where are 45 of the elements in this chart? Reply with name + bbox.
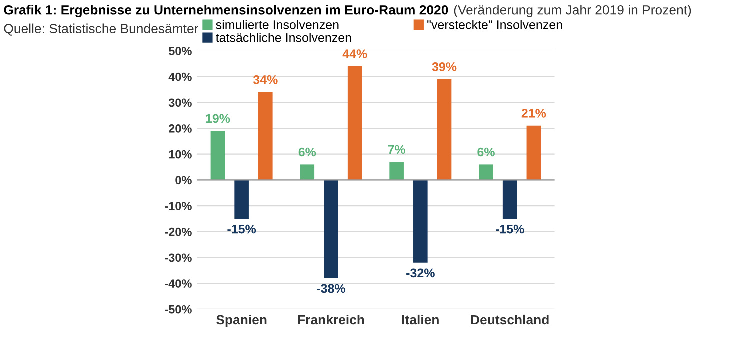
bar (526, 126, 542, 180)
y-tick-label: -50% (165, 305, 192, 314)
y-tick-label: 40% (168, 72, 192, 82)
data-label: 7% (388, 145, 406, 154)
legend-label: simulierte Insolvenzen (216, 20, 339, 30)
bar (502, 180, 518, 219)
data-label: 21% (522, 109, 546, 118)
legend-label: "versteckte" Insolvenzen (428, 20, 562, 30)
bar (414, 180, 428, 263)
y-tick-label: -10% (165, 202, 192, 210)
data-label: 6% (298, 148, 316, 157)
source-note: Quelle: Statistische Bundesämter (4, 24, 199, 36)
data-label: 19% (206, 114, 230, 124)
bar (258, 92, 273, 180)
bar (300, 164, 315, 180)
data-label: 34% (253, 75, 278, 84)
x-tick-label: Deutschland (471, 314, 549, 325)
bar (324, 180, 338, 278)
bar (437, 79, 452, 180)
x-tick-label: Italien (402, 314, 439, 325)
data-label: -15% (496, 224, 524, 234)
data-label: -15% (228, 224, 256, 234)
y-tick-label: 50% (168, 47, 192, 56)
chart-title: Grafik 1: Ergebnisse zu Unternehmensinsolvenzen im Euro-Raum 2020 (4, 5, 448, 18)
chart-subtitle: (Veränderung zum Jahr 2019 in Prozent) (454, 5, 692, 18)
x-tick-label: Spanien (216, 314, 267, 328)
data-label: 44% (342, 50, 368, 58)
bar (479, 164, 494, 180)
data-label: -32% (406, 268, 435, 278)
data-label: 6% (478, 148, 495, 157)
y-tick-label: 30% (168, 98, 192, 108)
data-label: -38% (317, 284, 346, 294)
bar (390, 162, 404, 180)
y-tick-label: -30% (165, 254, 192, 262)
bar (234, 180, 249, 219)
bar (210, 131, 226, 180)
legend-label: tatsächliche Insolvenzen (216, 33, 352, 42)
y-tick-label: 20% (169, 124, 192, 133)
y-tick-label: -20% (165, 228, 192, 236)
x-tick-label: Frankreich (298, 314, 364, 325)
bar (348, 66, 362, 180)
y-tick-label: -40% (165, 280, 192, 288)
y-tick-label: 0% (176, 176, 192, 185)
data-label: 39% (432, 62, 457, 72)
y-tick-label: 10% (169, 150, 192, 159)
